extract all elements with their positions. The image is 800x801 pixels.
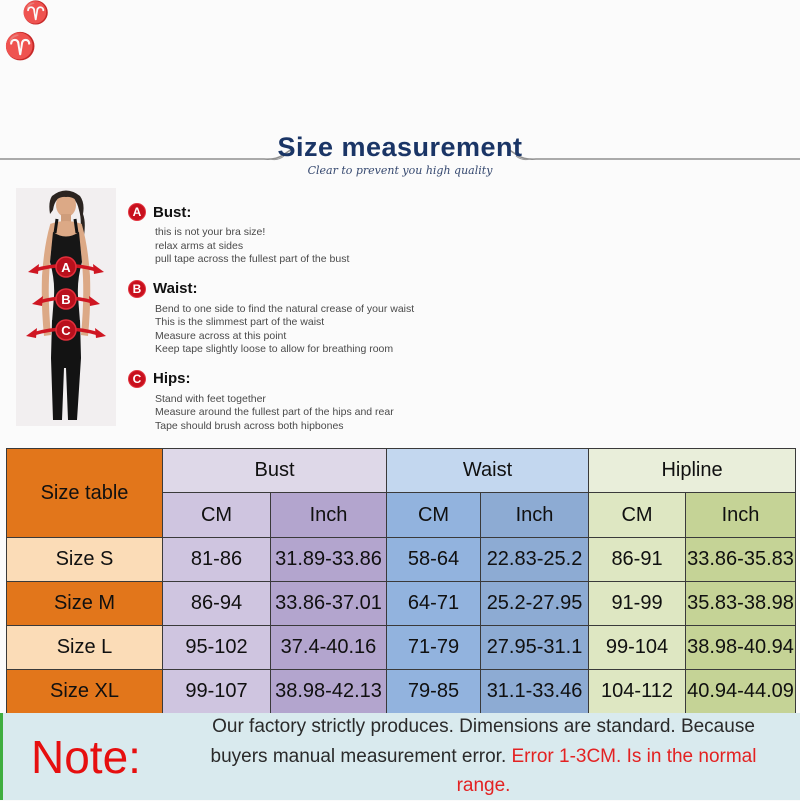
- note-label: Note:: [31, 730, 141, 783]
- cell: 86-94: [162, 581, 271, 626]
- figure-label-b: B: [61, 292, 70, 307]
- row-label: Size XL: [6, 669, 163, 714]
- waist-inch-header: Inch: [479, 492, 590, 538]
- figure-label-c: C: [61, 323, 71, 338]
- waist-cm-header: CM: [386, 492, 481, 538]
- waist-instruction: Keep tape slightly loose to allow for br…: [155, 343, 394, 355]
- waist-group-header: Waist: [385, 448, 590, 493]
- model-figure-image: A B C: [16, 188, 116, 426]
- hips-marker-badge: C: [128, 369, 146, 388]
- table-row: Size M 86-94 33.86-37.01 64-71 25.2-27.9…: [6, 581, 797, 626]
- hipline-cm-header: CM: [588, 492, 687, 538]
- cell: 31.89-33.86: [270, 537, 387, 582]
- row-label: Size S: [6, 537, 163, 582]
- bust-inch-header: Inch: [270, 492, 387, 538]
- table-row: Size XL 99-107 38.98-42.13 79-85 31.1-33…: [6, 669, 797, 714]
- row-label: Size M: [6, 581, 163, 626]
- cell: 79-85: [386, 669, 481, 714]
- waist-section-title: Waist:: [153, 280, 198, 297]
- waist-marker-badge: B: [128, 279, 146, 298]
- cell: 25.2-27.95: [479, 581, 590, 626]
- hips-section-title: Hips:: [153, 370, 191, 387]
- hips-instruction: Stand with feet together: [155, 392, 266, 405]
- cell: 104-112: [588, 669, 687, 714]
- waist-instruction: This is the slimmest part of the waist: [155, 316, 325, 328]
- cell: 40.94-44.09: [685, 669, 797, 714]
- cell: 22.83-25.2: [479, 537, 590, 582]
- measurement-guide: A Bust: this is not your bra size! relax…: [128, 203, 478, 446]
- size-table: Size table Bust Waist Hipline CM Inch CM…: [6, 448, 797, 714]
- hip-marker-c: C: [26, 319, 106, 341]
- cell: 81-86: [162, 537, 271, 582]
- note-text-red: Error 1-3CM. Is in the normal range.: [456, 745, 757, 797]
- bust-section: A Bust: this is not your bra size! relax…: [128, 203, 478, 267]
- cell: 71-79: [386, 625, 481, 670]
- cell: 58-64: [386, 537, 481, 582]
- cell: 86-91: [588, 537, 687, 582]
- cell: 33.86-37.01: [270, 581, 387, 626]
- page-title: Size measurement: [277, 132, 523, 162]
- cell: 38.98-42.13: [270, 669, 387, 714]
- bust-section-title: Bust:: [153, 203, 192, 221]
- title-flourish-lines: [0, 148, 800, 161]
- note-banner: Note: Our factory strictly produces. Dim…: [0, 713, 800, 800]
- cell: 91-99: [588, 581, 687, 626]
- waist-marker-b: B: [32, 288, 100, 310]
- bust-marker-a: A: [28, 256, 104, 278]
- bust-instruction: relax arms at sides: [155, 239, 244, 252]
- waist-instruction: Bend to one side to find the natural cre…: [155, 302, 415, 315]
- bust-instruction: this is not your bra size!: [155, 226, 266, 238]
- hipline-inch-header: Inch: [685, 492, 797, 538]
- row-label: Size L: [6, 625, 163, 670]
- hips-section: C Hips: Stand with feet together Measure…: [128, 369, 478, 434]
- table-row: Size S 81-86 31.89-33.86 58-64 22.83-25.…: [6, 537, 797, 582]
- waist-section: B Waist: Bend to one side to find the na…: [128, 279, 478, 357]
- cell: 35.83-38.98: [685, 581, 797, 626]
- note-text: Our factory strictly produces. Dimension…: [181, 712, 800, 800]
- hipline-group-header: Hipline: [588, 448, 797, 493]
- cell: 31.1-33.46: [479, 669, 590, 714]
- watermark-icon: ♈: [4, 31, 37, 61]
- cell: 99-107: [162, 669, 271, 714]
- watermark-icon: ♈: [22, 0, 50, 25]
- bust-marker-badge: A: [128, 203, 146, 221]
- cell: 37.4-40.16: [270, 625, 387, 670]
- bust-cm-header: CM: [162, 492, 271, 538]
- cell: 95-102: [162, 625, 271, 670]
- bust-group-header: Bust: [162, 448, 387, 493]
- waist-instruction: Measure across at this point: [155, 329, 287, 342]
- bust-instruction: pull tape across the fullest part of the…: [155, 253, 350, 265]
- page-subtitle: Clear to prevent you high quality: [307, 164, 493, 177]
- hips-instruction: Measure around the fullest part of the h…: [155, 406, 394, 418]
- cell: 27.95-31.1: [479, 625, 590, 670]
- note-text-black: Our factory strictly produces. Dimension…: [210, 716, 755, 767]
- hips-instruction: Tape should brush across both hipbones: [155, 419, 344, 432]
- cell: 33.86-35.83: [685, 537, 797, 582]
- cell: 64-71: [386, 581, 481, 626]
- cell: 38.98-40.94: [685, 625, 797, 670]
- figure-label-a: A: [61, 260, 71, 275]
- table-row: Size L 95-102 37.4-40.16 71-79 27.95-31.…: [6, 625, 797, 670]
- cell: 99-104: [588, 625, 687, 670]
- size-table-corner-header: Size table: [6, 448, 163, 538]
